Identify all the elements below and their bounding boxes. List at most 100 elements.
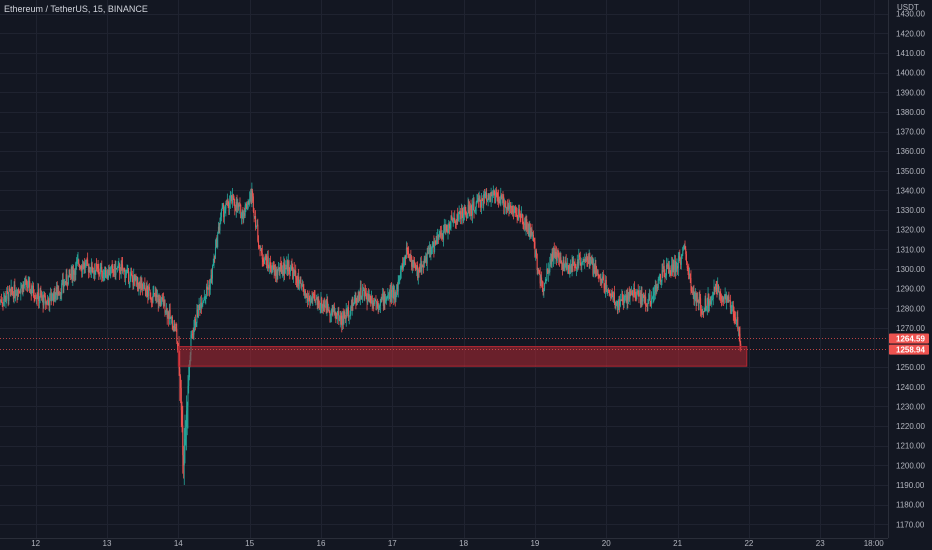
- candle: [32, 282, 34, 298]
- x-tick-label: 15: [245, 539, 254, 548]
- candle-body: [49, 293, 51, 306]
- candle: [504, 199, 506, 208]
- candle-body: [29, 289, 31, 293]
- candle: [436, 232, 438, 245]
- candle-body: [430, 249, 432, 255]
- candle-body: [21, 284, 23, 288]
- candle: [661, 263, 663, 286]
- candle-body: [141, 281, 143, 284]
- candle-body: [663, 266, 665, 277]
- candle-body: [64, 281, 66, 286]
- candle: [721, 295, 723, 306]
- candle: [506, 199, 508, 213]
- candle-body: [653, 293, 655, 296]
- candle: [244, 202, 246, 218]
- candle-body: [171, 316, 173, 318]
- price-axis-panel[interactable]: [888, 0, 932, 550]
- candle: [457, 207, 459, 225]
- candle-body: [445, 225, 447, 231]
- candle: [318, 296, 320, 309]
- candle: [22, 281, 24, 297]
- candle: [342, 308, 344, 330]
- candle-body: [642, 295, 644, 302]
- candle-body: [125, 271, 127, 276]
- candle-body: [272, 265, 274, 273]
- candle: [62, 272, 64, 294]
- candle-body: [598, 274, 600, 277]
- candle: [471, 204, 473, 221]
- candle: [1, 297, 3, 308]
- candle-body: [223, 212, 225, 218]
- candle-body: [25, 279, 27, 281]
- candle-body: [469, 205, 471, 216]
- candle-body: [206, 286, 208, 289]
- candle: [715, 281, 717, 295]
- candle-body: [676, 266, 678, 269]
- candle: [519, 213, 521, 224]
- candle: [431, 246, 433, 255]
- candle-body: [631, 291, 633, 295]
- candle-body: [395, 296, 397, 300]
- candle-body: [336, 317, 338, 319]
- candle-body: [573, 261, 575, 264]
- candle-body: [256, 224, 258, 227]
- candle: [330, 313, 332, 323]
- candle: [158, 293, 160, 309]
- candle: [671, 257, 673, 277]
- candle: [523, 221, 525, 231]
- candle-body: [99, 273, 101, 275]
- candle-body: [163, 299, 165, 307]
- candle: [570, 263, 572, 273]
- candle: [221, 203, 223, 210]
- candle-body: [573, 261, 575, 266]
- candle: [677, 252, 679, 277]
- candle-body: [546, 268, 548, 280]
- candle-body: [69, 269, 71, 274]
- candle: [430, 244, 432, 261]
- candle: [578, 248, 580, 269]
- candle-body: [731, 306, 733, 308]
- candle-body: [207, 288, 209, 290]
- candle-body: [648, 299, 650, 304]
- candle-body: [369, 295, 371, 303]
- candle-body: [576, 261, 578, 268]
- candle-body: [509, 205, 511, 207]
- candle-body: [324, 304, 326, 308]
- candle-body: [450, 215, 452, 228]
- candle: [106, 270, 108, 279]
- candle: [258, 235, 260, 250]
- candle-body: [432, 242, 434, 246]
- candle-body: [720, 296, 722, 299]
- candle: [605, 276, 607, 293]
- candle-body: [411, 259, 413, 267]
- candle-body: [504, 202, 506, 207]
- candle: [240, 203, 242, 219]
- support-zone[interactable]: [177, 346, 748, 367]
- candle: [502, 191, 504, 204]
- candle-body: [119, 273, 121, 275]
- candle-body: [356, 296, 358, 303]
- candle-body: [610, 293, 612, 299]
- candle-body: [225, 203, 227, 210]
- candle: [685, 246, 687, 261]
- candle: [654, 284, 656, 301]
- candle: [168, 310, 170, 327]
- candle: [621, 289, 623, 302]
- x-tick-label: 18: [459, 539, 468, 548]
- candle-body: [348, 315, 350, 318]
- candle-body: [680, 258, 682, 265]
- candle-body: [614, 302, 616, 309]
- time-axis-panel[interactable]: [0, 538, 888, 550]
- candle-body: [174, 323, 176, 331]
- candle-body: [350, 307, 352, 315]
- candle-body: [548, 270, 550, 273]
- candle-body: [500, 195, 502, 204]
- candle-body: [517, 218, 519, 220]
- candle-body: [194, 318, 196, 326]
- candle: [524, 216, 526, 231]
- candle-body: [393, 287, 395, 300]
- candle-body: [613, 292, 615, 300]
- candle-body: [585, 258, 587, 262]
- candle-body: [622, 301, 624, 305]
